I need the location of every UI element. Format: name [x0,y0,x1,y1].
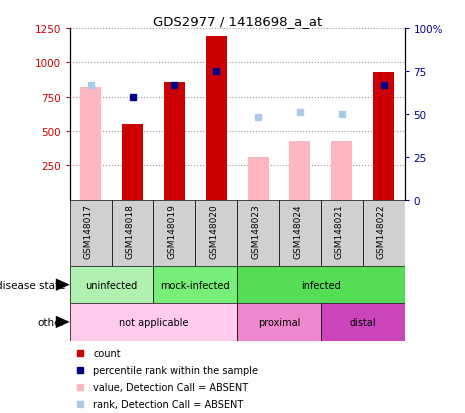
Text: infected: infected [301,280,341,290]
Title: GDS2977 / 1418698_a_at: GDS2977 / 1418698_a_at [153,15,322,28]
Bar [321,304,405,341]
Text: mock-infected: mock-infected [160,280,230,290]
Bar [70,304,237,341]
Text: GSM148024: GSM148024 [293,204,302,258]
Text: GSM148017: GSM148017 [84,204,93,259]
Bar [206,37,226,200]
Text: uninfected: uninfected [86,280,138,290]
Text: other: other [37,317,65,327]
Bar [237,304,321,341]
Text: value, Detection Call = ABSENT: value, Detection Call = ABSENT [93,382,248,392]
Text: GSM148022: GSM148022 [377,204,386,258]
Bar [321,200,363,266]
Bar [122,125,143,200]
Text: disease state: disease state [0,280,65,290]
Text: GSM148019: GSM148019 [167,204,177,259]
Text: distal: distal [349,317,376,327]
Bar [373,73,394,200]
Bar [164,82,185,200]
Bar [237,266,405,304]
Text: rank, Detection Call = ABSENT: rank, Detection Call = ABSENT [93,399,244,409]
Bar [80,88,101,200]
Text: percentile rank within the sample: percentile rank within the sample [93,366,258,375]
Text: GSM148018: GSM148018 [126,204,135,259]
Text: count: count [93,349,121,358]
Text: not applicable: not applicable [119,317,188,327]
Bar [289,141,310,200]
Bar [70,266,153,304]
Bar [153,200,195,266]
Bar [331,141,352,200]
Bar [237,200,279,266]
Bar [195,200,237,266]
Text: GSM148021: GSM148021 [335,204,344,258]
Text: proximal: proximal [258,317,300,327]
Bar [247,158,268,200]
Bar [112,200,153,266]
Text: GSM148023: GSM148023 [251,204,260,258]
Bar [153,266,237,304]
Bar [279,200,321,266]
Bar [363,200,405,266]
Bar [70,200,112,266]
Text: GSM148020: GSM148020 [209,204,219,258]
